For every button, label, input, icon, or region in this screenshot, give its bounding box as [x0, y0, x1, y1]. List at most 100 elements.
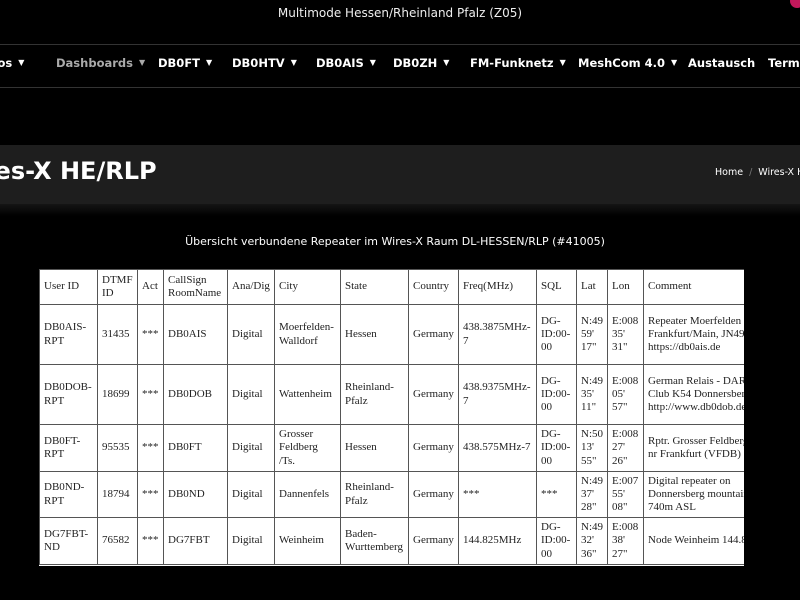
nav-item-label: MeshCom 4.0: [578, 56, 665, 70]
table-cell: 438.9375MHz-7: [458, 364, 537, 425]
table-cell: ***: [137, 424, 164, 472]
table-cell: Digital: [227, 424, 275, 472]
nav-item-label: DB0ZH: [393, 56, 438, 70]
divider: [0, 44, 800, 45]
column-header: User ID: [39, 269, 98, 305]
table-row: DB0DOB-RPT 18699 *** DB0DOB Digital Wattenhei…: [39, 364, 744, 425]
caret-down-icon: ▼: [290, 58, 297, 67]
table-cell: 144.825MHz: [458, 517, 537, 565]
nav-item-meshcom-4-0[interactable]: MeshCom 4.0 ▼: [578, 56, 677, 70]
column-header: CallSign RoomName: [163, 269, 228, 305]
table-cell: Digital: [227, 364, 275, 425]
table-cell: ***: [137, 517, 164, 565]
nav-item-db0ft[interactable]: DB0FT ▼: [158, 56, 212, 70]
table-cell: 95535: [97, 424, 138, 472]
table-cell: Dannenfels: [274, 471, 341, 518]
title-band: Wires-X HE/RLP Home / Wires-X HE/RLP: [0, 145, 800, 204]
column-header: Country: [408, 269, 459, 305]
caret-down-icon: ▼: [369, 58, 376, 67]
table-header-row: User ID DTMF ID Act CallSign RoomName Ana/Di…: [39, 269, 744, 305]
table-cell: Rptr. Grosser Feldberg/Ts. nr Frankfurt …: [643, 424, 744, 472]
table-cell: N:49 59' 17": [576, 304, 608, 365]
table-cell: German Relais - DARC Club K54 Donnersber…: [643, 364, 744, 425]
column-header: Comment: [643, 269, 744, 305]
column-header: City: [274, 269, 341, 305]
table-cell: Repeater Moerfelden near Frankfurt/Main,…: [643, 304, 744, 365]
table-caption: Übersicht verbundene Repeater im Wires-X…: [185, 235, 605, 248]
table-cell: DB0DOB-RPT: [39, 364, 98, 425]
table-cell: 18699: [97, 364, 138, 425]
breadcrumb: Home / Wires-X HE/RLP: [715, 167, 800, 178]
nav-item-infos[interactable]: Infos ▼: [0, 56, 24, 70]
nav-item-austausch[interactable]: Austausch: [688, 56, 755, 70]
breadcrumb-current: Wires-X HE/RLP: [758, 167, 800, 178]
table-cell: N:49 32' 36": [576, 517, 608, 565]
column-header: Ana/Dig: [227, 269, 275, 305]
repeater-table-wrapper: User ID DTMF ID Act CallSign RoomName Ana/Di…: [39, 269, 744, 566]
table-cell: E:008 27' 26": [607, 424, 644, 472]
table-cell: ***: [536, 471, 577, 518]
table-cell: N:49 35' 11": [576, 364, 608, 425]
column-header: Act: [137, 269, 164, 305]
table-cell: DG-ID:00-00: [536, 304, 577, 365]
table-cell: Digital repeater on Donnersberg mountain…: [643, 471, 744, 518]
nav-item-db0zh[interactable]: DB0ZH ▼: [393, 56, 449, 70]
table-cell: DB0FT-RPT: [39, 424, 98, 472]
table-row: DG7FBT-ND 76582 *** DG7FBT Digital Weinheim Ba…: [39, 517, 744, 565]
nav-item-fm-funknetz[interactable]: FM-Funknetz ▼: [470, 56, 566, 70]
table-row: DB0AIS-RPT 31435 *** DB0AIS Digital Moerfelde…: [39, 304, 744, 365]
table-cell: Rheinland-Pfalz: [340, 364, 409, 425]
table-cell: Node Weinheim 144.825: [643, 517, 744, 565]
nav-item-label: Termine: [768, 56, 800, 70]
table-cell: DG-ID:00-00: [536, 364, 577, 425]
table-cell: DB0AIS-RPT: [39, 304, 98, 365]
nav-item-db0htv[interactable]: DB0HTV ▼: [232, 56, 297, 70]
page-title: Wires-X HE/RLP: [0, 157, 157, 185]
column-header: State: [340, 269, 409, 305]
table-row: DB0FT-RPT 95535 *** DB0FT Digital Grosser Fel…: [39, 424, 744, 472]
table-cell: N:49 37' 28": [576, 471, 608, 518]
table-cell: E:007 55' 08": [607, 471, 644, 518]
nav-item-db0ais[interactable]: DB0AIS ▼: [316, 56, 376, 70]
column-header: DTMF ID: [97, 269, 138, 305]
table-cell: DB0FT: [163, 424, 228, 472]
breadcrumb-home[interactable]: Home: [715, 167, 744, 178]
table-cell: E:008 38' 27": [607, 517, 644, 565]
table-cell: E:008 05' 57": [607, 364, 644, 425]
table-cell: DB0ND-RPT: [39, 471, 98, 518]
table-cell: DB0AIS: [163, 304, 228, 365]
nav-item-label: Austausch: [688, 56, 756, 70]
divider: [0, 87, 800, 88]
table-cell: ***: [137, 364, 164, 425]
nav-item-label: DB0AIS: [316, 56, 364, 70]
table-cell: Hessen: [340, 304, 409, 365]
table-cell: Digital: [227, 304, 275, 365]
caret-down-icon: ▼: [670, 58, 678, 67]
table-cell: E:008 35' 31": [607, 304, 644, 365]
table-cell: Weinheim: [274, 517, 341, 565]
table-cell: ***: [137, 471, 164, 518]
table-cell: Germany: [408, 471, 459, 518]
nav-item-dashboards[interactable]: Dashboards ▼: [56, 56, 145, 70]
table-cell: 18794: [97, 471, 138, 518]
table-cell: 31435: [97, 304, 138, 365]
table-cell: Digital: [227, 471, 275, 518]
table-cell: DG-ID:00-00: [536, 517, 577, 565]
table-cell: DG-ID:00-00: [536, 424, 577, 472]
nav-item-label: DB0HTV: [232, 56, 285, 70]
caret-down-icon: ▼: [559, 58, 566, 67]
column-header: Lon: [607, 269, 644, 305]
breadcrumb-separator: /: [749, 167, 753, 178]
column-header: SQL: [536, 269, 577, 305]
caret-down-icon: ▼: [18, 58, 25, 67]
nav-item-termine[interactable]: Termine: [768, 56, 800, 70]
table-cell: DB0DOB: [163, 364, 228, 425]
table-cell: Baden-Wurttemberg: [340, 517, 409, 565]
table-cell: DG7FBT-ND: [39, 517, 98, 565]
table-cell: Digital: [227, 517, 275, 565]
caret-down-icon: ▼: [206, 58, 213, 67]
table-cell: Germany: [408, 517, 459, 565]
band-shadow: [0, 204, 800, 216]
caret-down-icon: ▼: [138, 58, 146, 67]
